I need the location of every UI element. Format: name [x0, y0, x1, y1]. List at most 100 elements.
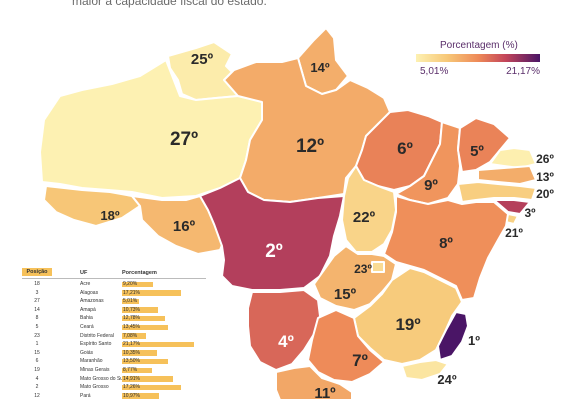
row-percent: 8,77%: [123, 367, 138, 373]
table-row: 23 Distrito Federal 7,08%: [22, 332, 206, 341]
row-percent: 9,20%: [123, 281, 138, 287]
rank-label-tocantins: 22º: [353, 209, 376, 226]
ranking-table: Posição UF Porcentagem 18 Acre 9,20% 3 Alago…: [22, 268, 206, 400]
row-percent: 14,91%: [123, 375, 140, 382]
row-position: 4: [35, 375, 39, 382]
row-position: 15: [34, 349, 40, 356]
row-percent: 21,17%: [123, 341, 140, 348]
row-position: 18: [34, 281, 40, 287]
rank-label-pernambuco: 20º: [536, 187, 554, 201]
row-position: 19: [34, 367, 40, 373]
header-uf: UF: [80, 270, 88, 276]
state-acre[interactable]: [43, 185, 141, 227]
row-uf: Acre: [80, 281, 91, 287]
rank-label-goias: 15º: [334, 286, 357, 303]
rank-label-piaui: 9º: [424, 177, 438, 194]
row-percent-bar: [122, 324, 168, 330]
row-position: 3: [35, 289, 39, 296]
row-position: 27: [34, 298, 40, 305]
row-percent-bar: [122, 290, 181, 296]
row-percent-bar: [122, 307, 159, 313]
row-position: 8: [35, 315, 39, 322]
row-uf: Bahia: [80, 315, 93, 322]
table-row: 18 Acre 9,20%: [22, 280, 206, 289]
rank-label-roraima: 25º: [191, 51, 214, 68]
rank-label-parana: 11º: [314, 385, 336, 400]
state-alagoas[interactable]: [493, 199, 531, 215]
caption-text: maior a capacidade fiscal do estado.: [72, 0, 267, 8]
row-uf: Ceará: [80, 324, 94, 330]
row-percent: 17,26%: [123, 384, 140, 391]
state-distrito-federal[interactable]: [371, 261, 385, 273]
rank-label-alagoas: 3º: [524, 206, 536, 220]
row-position: 12: [34, 392, 40, 399]
rank-label-maranhao: 6º: [397, 139, 413, 158]
state-mato-grosso[interactable]: [199, 177, 345, 291]
legend-title: Porcentagem (%): [440, 40, 518, 51]
row-percent: 5,01%: [123, 298, 138, 305]
legend-min-label: 5,01%: [420, 66, 449, 77]
state-espirito-santo[interactable]: [437, 311, 469, 361]
row-position: 23: [34, 332, 40, 339]
state-minas-gerais[interactable]: [353, 267, 463, 365]
row-percent-bar: [122, 393, 160, 399]
row-percent-bar: [122, 333, 147, 339]
table-row: 1 Espírito Santo 21,17%: [22, 340, 206, 349]
row-uf: Maranhão: [80, 358, 103, 365]
row-percent-bar: [122, 384, 181, 391]
state-parana[interactable]: [275, 365, 353, 400]
rank-label-espirito-santo: 1º: [468, 333, 480, 348]
header-position: Posição: [22, 268, 52, 276]
row-uf: Pará: [80, 392, 91, 399]
table-row: 19 Minas Gerais 8,77%: [22, 366, 206, 375]
state-rio-de-janeiro[interactable]: [401, 359, 449, 381]
state-tocantins[interactable]: [341, 165, 397, 253]
state-mato-grosso-do-sul[interactable]: [247, 289, 321, 371]
row-percent: 13,45%: [123, 324, 140, 330]
state-pernambuco[interactable]: [457, 181, 537, 203]
legend-gradient-bar: [416, 54, 540, 62]
row-position: 5: [35, 324, 39, 330]
rank-label-sao-paulo: 7º: [352, 351, 368, 370]
rank-label-amazonas: 27º: [170, 129, 198, 150]
table-row: 6 Maranhão 13,50%: [22, 357, 206, 366]
rank-label-mato-grosso-do-sul: 4º: [278, 332, 294, 351]
rank-label-rio-de-janeiro: 24º: [437, 372, 456, 387]
table-header: Posição UF Porcentagem: [22, 268, 206, 279]
row-position: 2: [35, 384, 39, 391]
row-percent: 13,50%: [123, 358, 140, 365]
state-sao-paulo[interactable]: [307, 309, 385, 383]
state-bahia[interactable]: [383, 195, 509, 301]
row-percent-bar: [122, 341, 194, 348]
row-percent-bar: [122, 315, 166, 322]
row-uf: Mato Grosso do Sul: [80, 375, 125, 382]
row-uf: Amapá: [80, 306, 96, 313]
rank-label-para: 12º: [296, 136, 324, 157]
row-position: 14: [34, 306, 40, 313]
table-row: 2 Mato Grosso 17,26%: [22, 383, 206, 392]
table-row: 12 Pará 10,97%: [22, 392, 206, 400]
row-percent: 10,73%: [123, 306, 140, 313]
rank-label-rio-grande-do-norte: 26º: [536, 152, 554, 166]
row-percent-bar: [122, 376, 173, 382]
row-percent: 17,21%: [123, 289, 140, 296]
table-row: 27 Amazonas 5,01%: [22, 297, 206, 306]
rank-label-distrito-federal: 23º: [354, 262, 372, 276]
row-percent-bar: [122, 367, 152, 373]
row-percent-bar: [122, 358, 168, 365]
row-percent-bar: [122, 350, 158, 356]
rank-label-ceara: 5º: [470, 143, 484, 160]
state-paraiba[interactable]: [477, 165, 537, 185]
header-percent: Porcentagem: [122, 270, 157, 276]
rank-label-sergipe: 21º: [505, 226, 523, 240]
row-percent-bar: [122, 281, 154, 287]
legend-max-label: 21,17%: [506, 66, 540, 77]
row-uf: Goiás: [80, 349, 94, 356]
row-percent: 10,97%: [123, 392, 140, 399]
row-percent: 12,78%: [123, 315, 140, 322]
row-uf: Minas Gerais: [80, 367, 110, 373]
rank-label-amapa: 14º: [310, 60, 329, 75]
table-row: 3 Alagoas 17,21%: [22, 289, 206, 298]
